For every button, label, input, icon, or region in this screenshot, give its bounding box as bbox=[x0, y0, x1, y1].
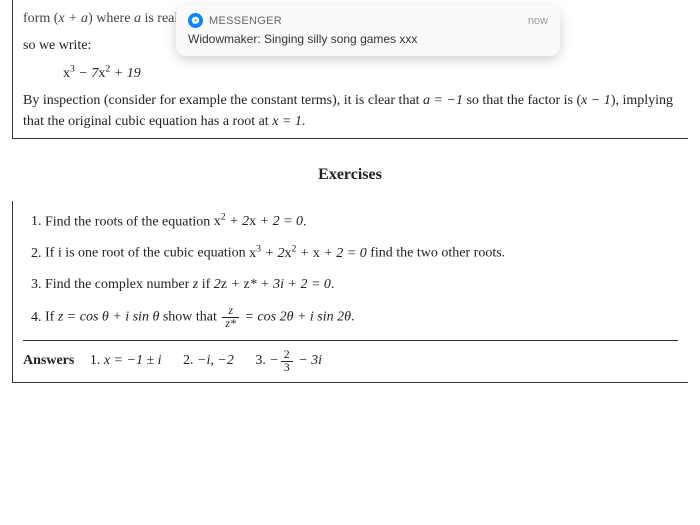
exercise-1: Find the roots of the equation x2 + 2x +… bbox=[45, 211, 678, 233]
notification-app-name: MESSENGER bbox=[209, 15, 522, 27]
messenger-icon bbox=[188, 13, 203, 28]
notification-banner[interactable]: MESSENGER now Widowmaker: Singing silly … bbox=[176, 5, 560, 56]
exercise-4: If z = cos θ + i sin θ show that zz* = c… bbox=[45, 305, 678, 330]
exercise-3: Find the complex number z if 2z + z* + 3… bbox=[45, 274, 678, 295]
by-inspection-para: By inspection (consider for example the … bbox=[23, 90, 678, 132]
exercise-2: If i is one root of the cubic equation x… bbox=[45, 242, 678, 264]
notification-time: now bbox=[528, 15, 548, 27]
answers-row: Answers 1. x = −1 ± i 2. −i, −2 3. −23 −… bbox=[23, 340, 678, 374]
answers-label: Answers bbox=[23, 353, 74, 368]
notification-message: Widowmaker: Singing silly song games xxx bbox=[188, 32, 548, 46]
exercises-heading: Exercises bbox=[12, 163, 688, 187]
cubic-expression: x3 − 7x2 + 19 bbox=[23, 62, 678, 84]
exercise-list: Find the roots of the equation x2 + 2x +… bbox=[23, 211, 678, 330]
